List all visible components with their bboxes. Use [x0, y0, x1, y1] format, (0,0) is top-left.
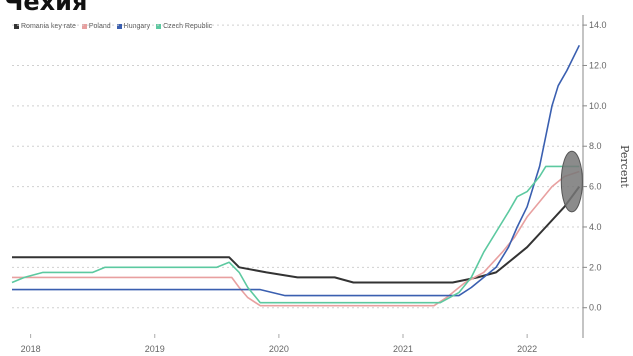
y-tick-label-3: 8.0 [589, 141, 602, 151]
legend-label: Hungary [123, 23, 151, 30]
x-tick-label-4: 2022 [517, 344, 537, 354]
x-tick-label-1: 2019 [145, 344, 165, 354]
series-line-hungary [12, 44, 581, 297]
legend-swatch [14, 24, 19, 29]
y-tick-label-5: 4.0 [589, 222, 602, 232]
page-title: Чехия [4, 0, 88, 16]
series-line-poland [12, 170, 580, 307]
x-tick-label-0: 2018 [21, 344, 41, 354]
legend-item-czech-republic: Czech Republic [156, 23, 212, 30]
x-tick-label-2: 2020 [269, 344, 289, 354]
y-tick-label-4: 6.0 [589, 182, 602, 192]
legend: Romania key rate Poland Hungary Czech Repub… [14, 23, 212, 30]
legend-swatch [81, 24, 87, 29]
y-tick-label-2: 10.0 [589, 101, 607, 111]
legend-swatch [156, 24, 162, 29]
legend-swatch [116, 24, 122, 29]
y-axis-title: Percent [618, 145, 631, 188]
legend-label: Czech Republic [163, 23, 213, 30]
series-line-romania-key-rate [12, 186, 581, 284]
y-tick-label-7: 0.0 [589, 303, 602, 313]
legend-label: Poland [88, 23, 111, 30]
x-tick-label-3: 2021 [393, 344, 413, 354]
y-tick-label-1: 12.0 [589, 60, 607, 70]
series-line-czech-republic [11, 165, 580, 304]
legend-item-romania-key-rate: Romania key rate [14, 23, 76, 30]
y-tick-label-6: 2.0 [589, 262, 602, 272]
y-tick-label-0: 14.0 [589, 20, 607, 30]
highlight-ellipse-0 [560, 150, 583, 213]
legend-item-hungary: Hungary [116, 23, 151, 30]
legend-item-poland: Poland [81, 23, 111, 30]
legend-label: Romania key rate [21, 23, 76, 30]
